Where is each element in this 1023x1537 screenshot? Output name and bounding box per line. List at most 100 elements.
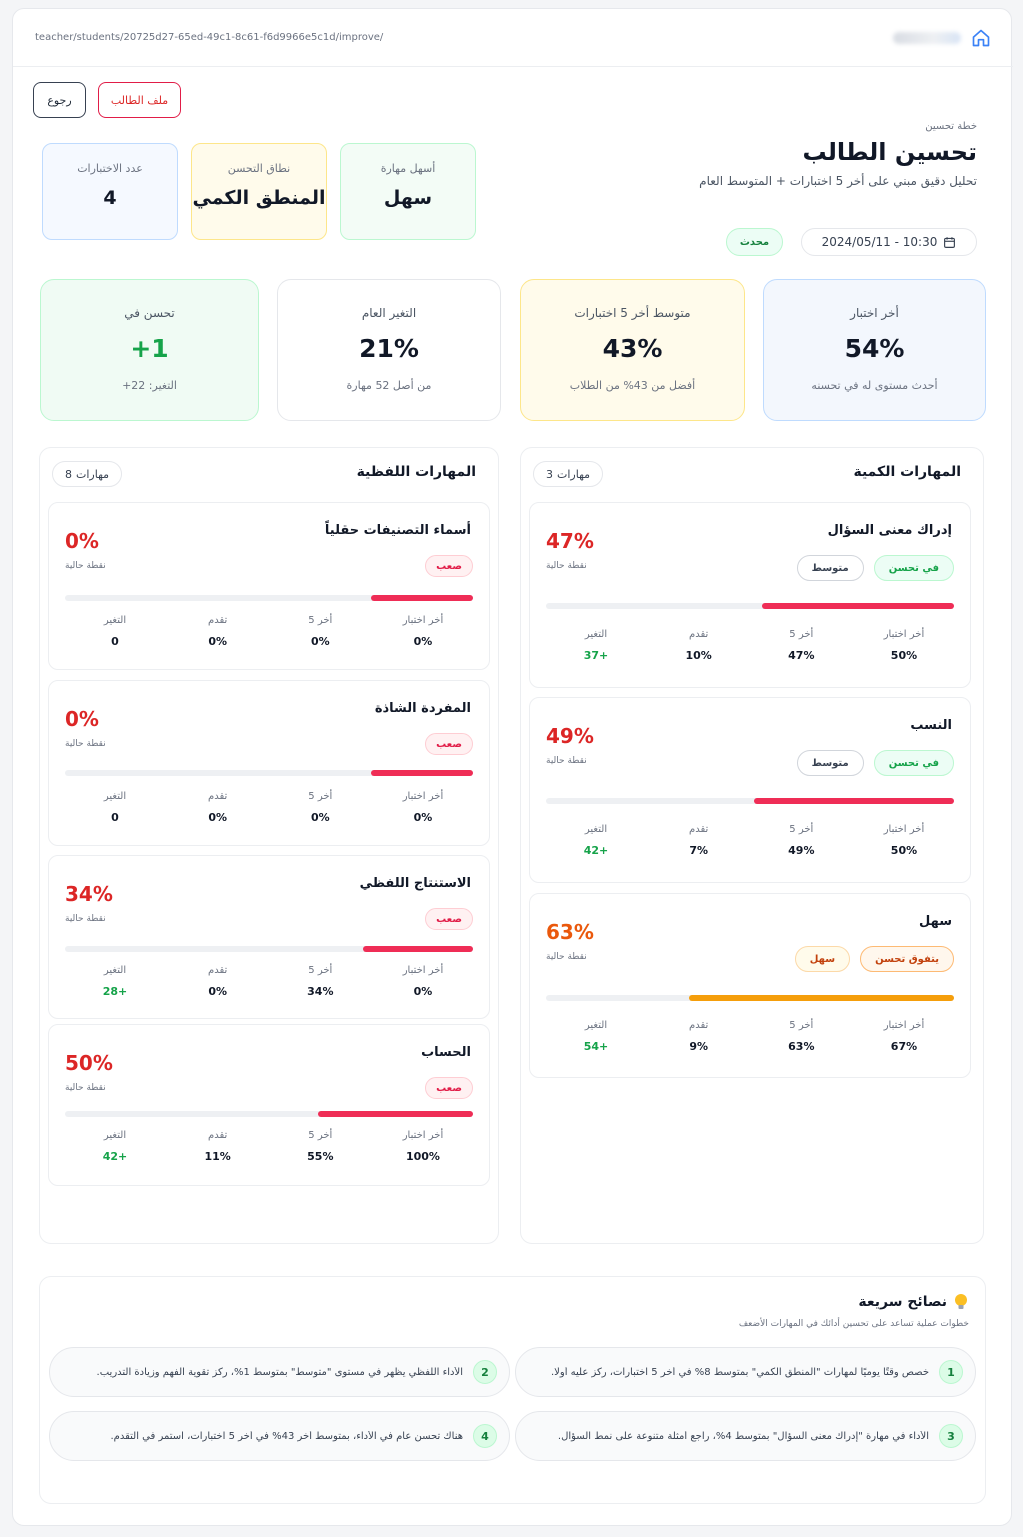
skill-badges: صعب <box>425 733 473 755</box>
kpi-overall-change-value: 21% <box>359 334 419 363</box>
skill-current-label: نقطة حالية <box>65 914 106 924</box>
skill-progress-track <box>65 946 473 952</box>
skill-progress-fill <box>371 595 473 601</box>
date-pill: 2024/05/11 - 10:30 <box>801 228 977 256</box>
skill-badges: في تحسن متوسط <box>796 555 954 581</box>
tip-number: 3 <box>939 1424 963 1448</box>
skill-progress-track <box>546 798 954 804</box>
status-badge: محدث <box>726 228 783 256</box>
tip-item: 1 خصص وقتًا يوميًا لمهارات "المنطق الكمي… <box>515 1347 976 1397</box>
metric-value: 34% <box>307 985 334 998</box>
metric-label: أخر 5 <box>789 824 814 835</box>
metric-value: 10% <box>685 649 712 662</box>
easiest-skill-card: أسهل مهارة سهل <box>340 143 476 240</box>
skill-badge: صعب <box>425 908 473 930</box>
improvement-range-label: نطاق التحسن <box>227 162 291 175</box>
metric-change: التغير 54+ <box>546 1020 646 1053</box>
metric-last-test: أخر اختبار 0% <box>373 791 473 824</box>
kpi-improved-value: +1 <box>130 334 169 363</box>
improvement-range-value: المنطق الكمي <box>192 187 326 209</box>
brand <box>893 28 991 48</box>
skill-current-pct: 34% <box>65 882 113 906</box>
metric-last-test: أخر اختبار 0% <box>373 615 473 648</box>
date-text: 2024/05/11 - 10:30 <box>821 235 938 249</box>
skill-current-pct: 0% <box>65 707 99 731</box>
skill-metrics: أخر اختبار 67% أخر 5 63% تقدم 9% التغير 54+ <box>546 1020 954 1053</box>
metric-progress: تقدم 0% <box>168 791 268 824</box>
metric-progress: تقدم 7% <box>649 824 749 857</box>
header-block: خطة تحسين تحسين الطالب تحليل دقيق مبني ع… <box>699 121 977 188</box>
skill-badge: متوسط <box>796 750 864 776</box>
metric-label: أخر 5 <box>308 1130 333 1141</box>
skill-progress-fill <box>317 1111 473 1117</box>
tip-item: 3 الأداء في مهارة "إدراك معنى السؤال" بم… <box>515 1411 976 1461</box>
skill-badge: في تحسن <box>873 750 954 776</box>
metric-label: أخر 5 <box>308 615 333 626</box>
student-profile-button[interactable]: ملف الطالب <box>98 82 181 118</box>
home-icon[interactable] <box>971 28 991 48</box>
metric-label: التغير <box>103 1130 127 1141</box>
quant-panel-title: المهارات الكمية <box>853 464 961 480</box>
metric-label: أخر 5 <box>308 791 333 802</box>
metric-value: 0% <box>413 985 433 998</box>
tips-subtitle: خطوات عملية تساعد على تحسين أدائك في الم… <box>738 1319 969 1329</box>
metric-last-test: أخر اختبار 0% <box>373 965 473 998</box>
kpi-last-test-card: أخر اختبار 54% أحدث مستوى له في تحسنه <box>763 279 986 421</box>
kpi-improved-sub: التغير: 22+ <box>122 379 177 392</box>
metric-label: أخر 5 <box>789 629 814 640</box>
quant-count-badge: مهارات 3 <box>533 461 604 487</box>
skill-name: الحساب <box>421 1045 471 1060</box>
tip-number: 4 <box>473 1424 497 1448</box>
verbal-skills-panel: المهارات اللفظية مهارات 8 أسماء التصنيفا… <box>39 447 499 1244</box>
skill-badge: صعب <box>425 1077 473 1099</box>
metric-value: 0% <box>208 811 227 824</box>
metric-label: أخر اختبار <box>402 1130 444 1141</box>
skill-metrics: أخر اختبار 0% أخر 5 34% تقدم 0% التغير 28+ <box>65 965 473 998</box>
back-button[interactable]: رجوع <box>33 82 86 118</box>
skill-card: النسب 49% نقطة حالية في تحسن متوسط أخر اخ… <box>529 697 971 883</box>
metric-value: 100% <box>405 1150 440 1163</box>
skill-current-label: نقطة حالية <box>65 561 106 571</box>
metric-change: التغير 28+ <box>65 965 165 998</box>
metric-label: أخر اختبار <box>883 1020 925 1031</box>
tips-title-text: نصائح سريعة <box>858 1294 947 1310</box>
metric-label: تقدم <box>208 791 228 802</box>
skill-name: إدراك معنى السؤال <box>827 523 952 538</box>
skill-badges: في تحسن متوسط <box>796 750 954 776</box>
metric-value: 63% <box>788 1040 815 1053</box>
skill-progress-track <box>65 1111 473 1117</box>
tip-text: الأداء في مهارة "إدراك معنى السؤال" بمتو… <box>557 1430 929 1442</box>
brand-logo-blurred <box>893 31 961 44</box>
tip-item: 2 الأداء اللفظي يظهر في مستوى "متوسط" بم… <box>49 1347 510 1397</box>
skill-current-label: نقطة حالية <box>546 756 587 766</box>
tip-text: خصص وقتًا يوميًا لمهارات "المنطق الكمي" … <box>550 1366 929 1378</box>
metric-change: التغير 42+ <box>546 824 646 857</box>
metric-value: 0% <box>413 635 433 648</box>
easiest-skill-value: سهل <box>383 187 433 209</box>
metric-last5: أخر 5 63% <box>751 1020 851 1053</box>
url-path: teacher/students/20725d27-65ed-49c1-8c61… <box>35 32 384 43</box>
kpi-last5-avg-sub: أفضل من 43% من الطلاب <box>569 379 696 392</box>
metric-last5: أخر 5 47% <box>751 629 851 662</box>
page-frame: teacher/students/20725d27-65ed-49c1-8c61… <box>12 8 1013 1526</box>
skill-badges: صعب <box>425 555 473 577</box>
metric-last5: أخر 5 0% <box>270 615 370 648</box>
metric-value: 0 <box>111 635 119 648</box>
skill-badges: صعب <box>425 1077 473 1099</box>
metric-last5: أخر 5 34% <box>270 965 370 998</box>
tip-item: 4 هناك تحسن عام في الأداء، بمتوسط أخر 43… <box>49 1411 510 1461</box>
kpi-last-test-label: أخر اختبار <box>850 306 899 320</box>
metric-label: أخر 5 <box>308 965 333 976</box>
metric-value: 11% <box>204 1150 231 1163</box>
skill-progress-track <box>546 603 954 609</box>
skill-current-label: نقطة حالية <box>65 1083 106 1093</box>
quant-skills-panel: المهارات الكمية مهارات 3 إدراك معنى السؤ… <box>520 447 984 1244</box>
skill-badges: صعب <box>425 908 473 930</box>
skill-name: النسب <box>910 718 952 733</box>
skill-progress-fill <box>371 770 473 776</box>
skill-badges: يتفوق تحسن سهل <box>794 946 954 972</box>
skill-metrics: أخر اختبار 100% أخر 5 55% تقدم 11% التغير 42… <box>65 1130 473 1163</box>
skill-badge: صعب <box>425 555 473 577</box>
skill-metrics: أخر اختبار 50% أخر 5 47% تقدم 10% التغير 37+ <box>546 629 954 662</box>
skill-progress-track <box>65 770 473 776</box>
